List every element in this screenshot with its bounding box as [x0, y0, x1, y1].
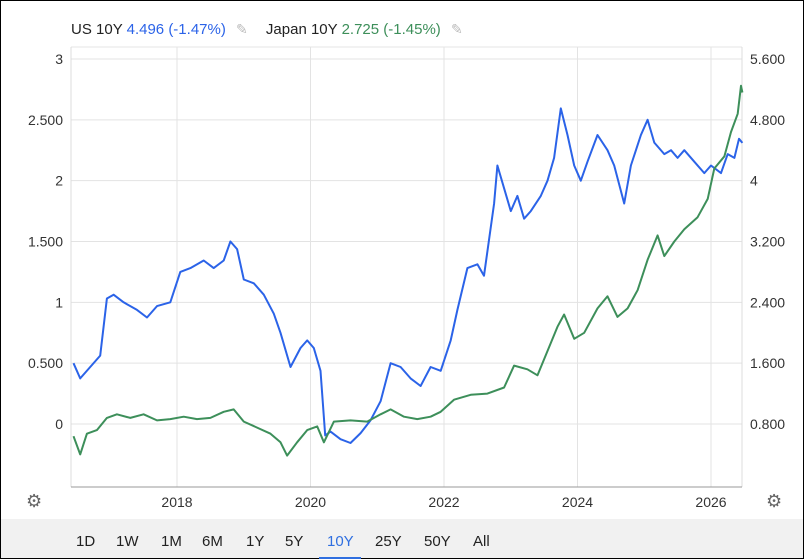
series-line-japan-10y [72, 84, 744, 457]
x-tick-label: 2024 [562, 494, 593, 510]
x-tick-label: 2020 [295, 494, 326, 510]
range-button-1m[interactable]: 1M [161, 533, 182, 550]
x-tick-label: 2026 [695, 494, 726, 510]
y-right-tick-label: 5.600 [750, 51, 785, 67]
active-range-underline [319, 557, 361, 559]
x-tick-label: 2018 [161, 494, 192, 510]
y-left-tick-label: 0.500 [28, 355, 63, 371]
range-selector: 1D 1W 1M 6M 1Y 5Y 10Y 25Y 50Y All [1, 519, 803, 559]
legend-item-us[interactable]: US 10Y 4.496 (-1.47%) ✎ [71, 21, 252, 38]
y-right-tick-label: 1.600 [750, 355, 785, 371]
x-tick-label: 2022 [428, 494, 459, 510]
y-right-tick-label: 4.800 [750, 112, 785, 128]
y-left-tick-label: 1.500 [28, 234, 63, 250]
legend-japan-value: 2.725 (-1.45%) [341, 21, 441, 38]
range-button-1w[interactable]: 1W [116, 533, 139, 550]
y-right-tick-label: 4 [750, 173, 758, 189]
legend-us-value: 4.496 (-1.47%) [126, 21, 226, 38]
y-left-tick-label: 0 [55, 416, 63, 432]
range-button-5y[interactable]: 5Y [285, 533, 304, 550]
range-button-6m[interactable]: 6M [202, 533, 223, 550]
legend-item-japan[interactable]: Japan 10Y 2.725 (-1.45%) ✎ [266, 21, 463, 38]
y-left-tick-label: 2.500 [28, 112, 63, 128]
range-button-10y[interactable]: 10Y [327, 533, 354, 550]
y-left-tick-label: 2 [55, 173, 63, 189]
range-button-1y[interactable]: 1Y [246, 533, 265, 550]
legend-japan-name: Japan 10Y [265, 21, 338, 38]
line-chart: 0 0.500 1 1.500 2 2.500 3 0.800 1.600 2.400 3.200 4… [28, 46, 785, 510]
y-left-tick-label: 1 [55, 294, 63, 310]
legend: US 10Y 4.496 (-1.47%) ✎ Japan 10Y 2.725 … [71, 21, 477, 38]
range-button-50y[interactable]: 50Y [424, 533, 451, 550]
gear-icon[interactable]: ⚙ [26, 491, 43, 511]
y-right-tick-label: 3.200 [750, 234, 785, 250]
gear-icon[interactable]: ⚙ [766, 491, 783, 511]
range-button-1d[interactable]: 1D [76, 533, 96, 550]
pencil-icon[interactable]: ✎ [450, 21, 463, 37]
pencil-icon[interactable]: ✎ [236, 21, 248, 37]
y-right-tick-label: 2.400 [750, 294, 785, 310]
range-button-all[interactable]: All [473, 533, 490, 550]
y-left-tick-label: 3 [55, 51, 63, 67]
y-right-tick-label: 0.800 [750, 416, 785, 432]
range-button-25y[interactable]: 25Y [375, 533, 402, 550]
legend-us-name: US 10Y [71, 21, 123, 38]
series-line-us-10y [72, 107, 744, 444]
